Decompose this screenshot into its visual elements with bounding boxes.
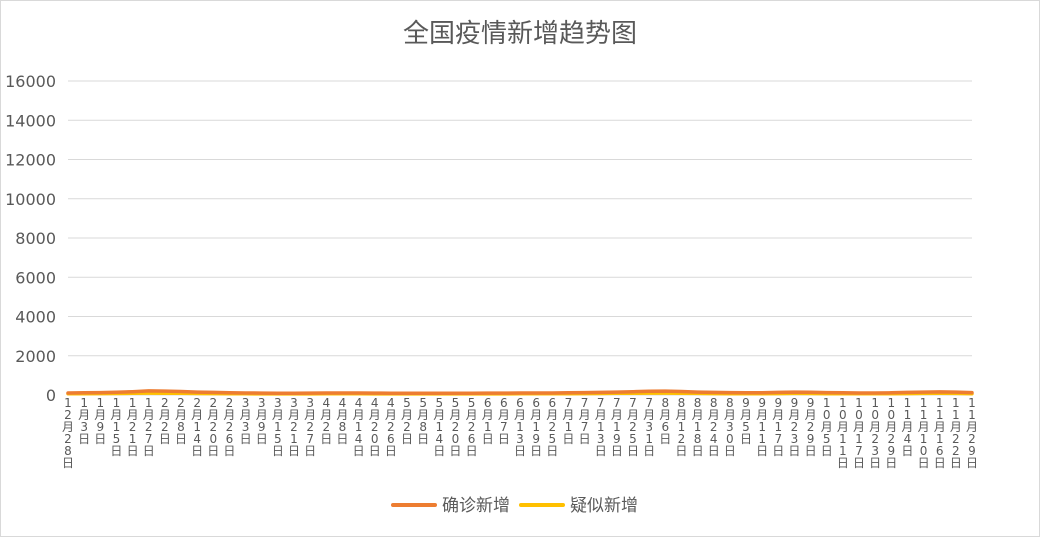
y-tick-label: 16000 [5, 72, 56, 91]
chart-title: 全国疫情新增趋势图 [403, 19, 637, 49]
legend-label: 确诊新增 [442, 496, 510, 516]
y-axis-ticks: 0 2000 4000 6000 8000 10000 12000 14000 16000 [5, 72, 56, 405]
series-lines [66, 389, 974, 396]
y-tick-label: 6000 [15, 268, 56, 287]
y-tick-label: 14000 [5, 111, 56, 130]
y-tick-label: 2000 [15, 347, 56, 366]
gridlines [68, 80, 972, 396]
y-tick-label: 4000 [15, 308, 56, 327]
legend: 确诊新增 疑似新增 [391, 496, 638, 516]
y-tick-label: 8000 [15, 229, 56, 248]
y-tick-label: 12000 [5, 151, 56, 170]
x-axis-ticks: 1 2 月 2 8 日 1 月 3 日 1 月 9 日 1 月 1 5 日 1 月 2 1 日 1 月 2 7 日 2 月 2 日 2 月 8 日 2 月 1… [62, 396, 978, 470]
y-tick-label: 10000 [5, 190, 56, 209]
y-tick-label: 0 [46, 386, 56, 405]
legend-label: 疑似新增 [570, 496, 638, 516]
series-line [66, 389, 974, 395]
